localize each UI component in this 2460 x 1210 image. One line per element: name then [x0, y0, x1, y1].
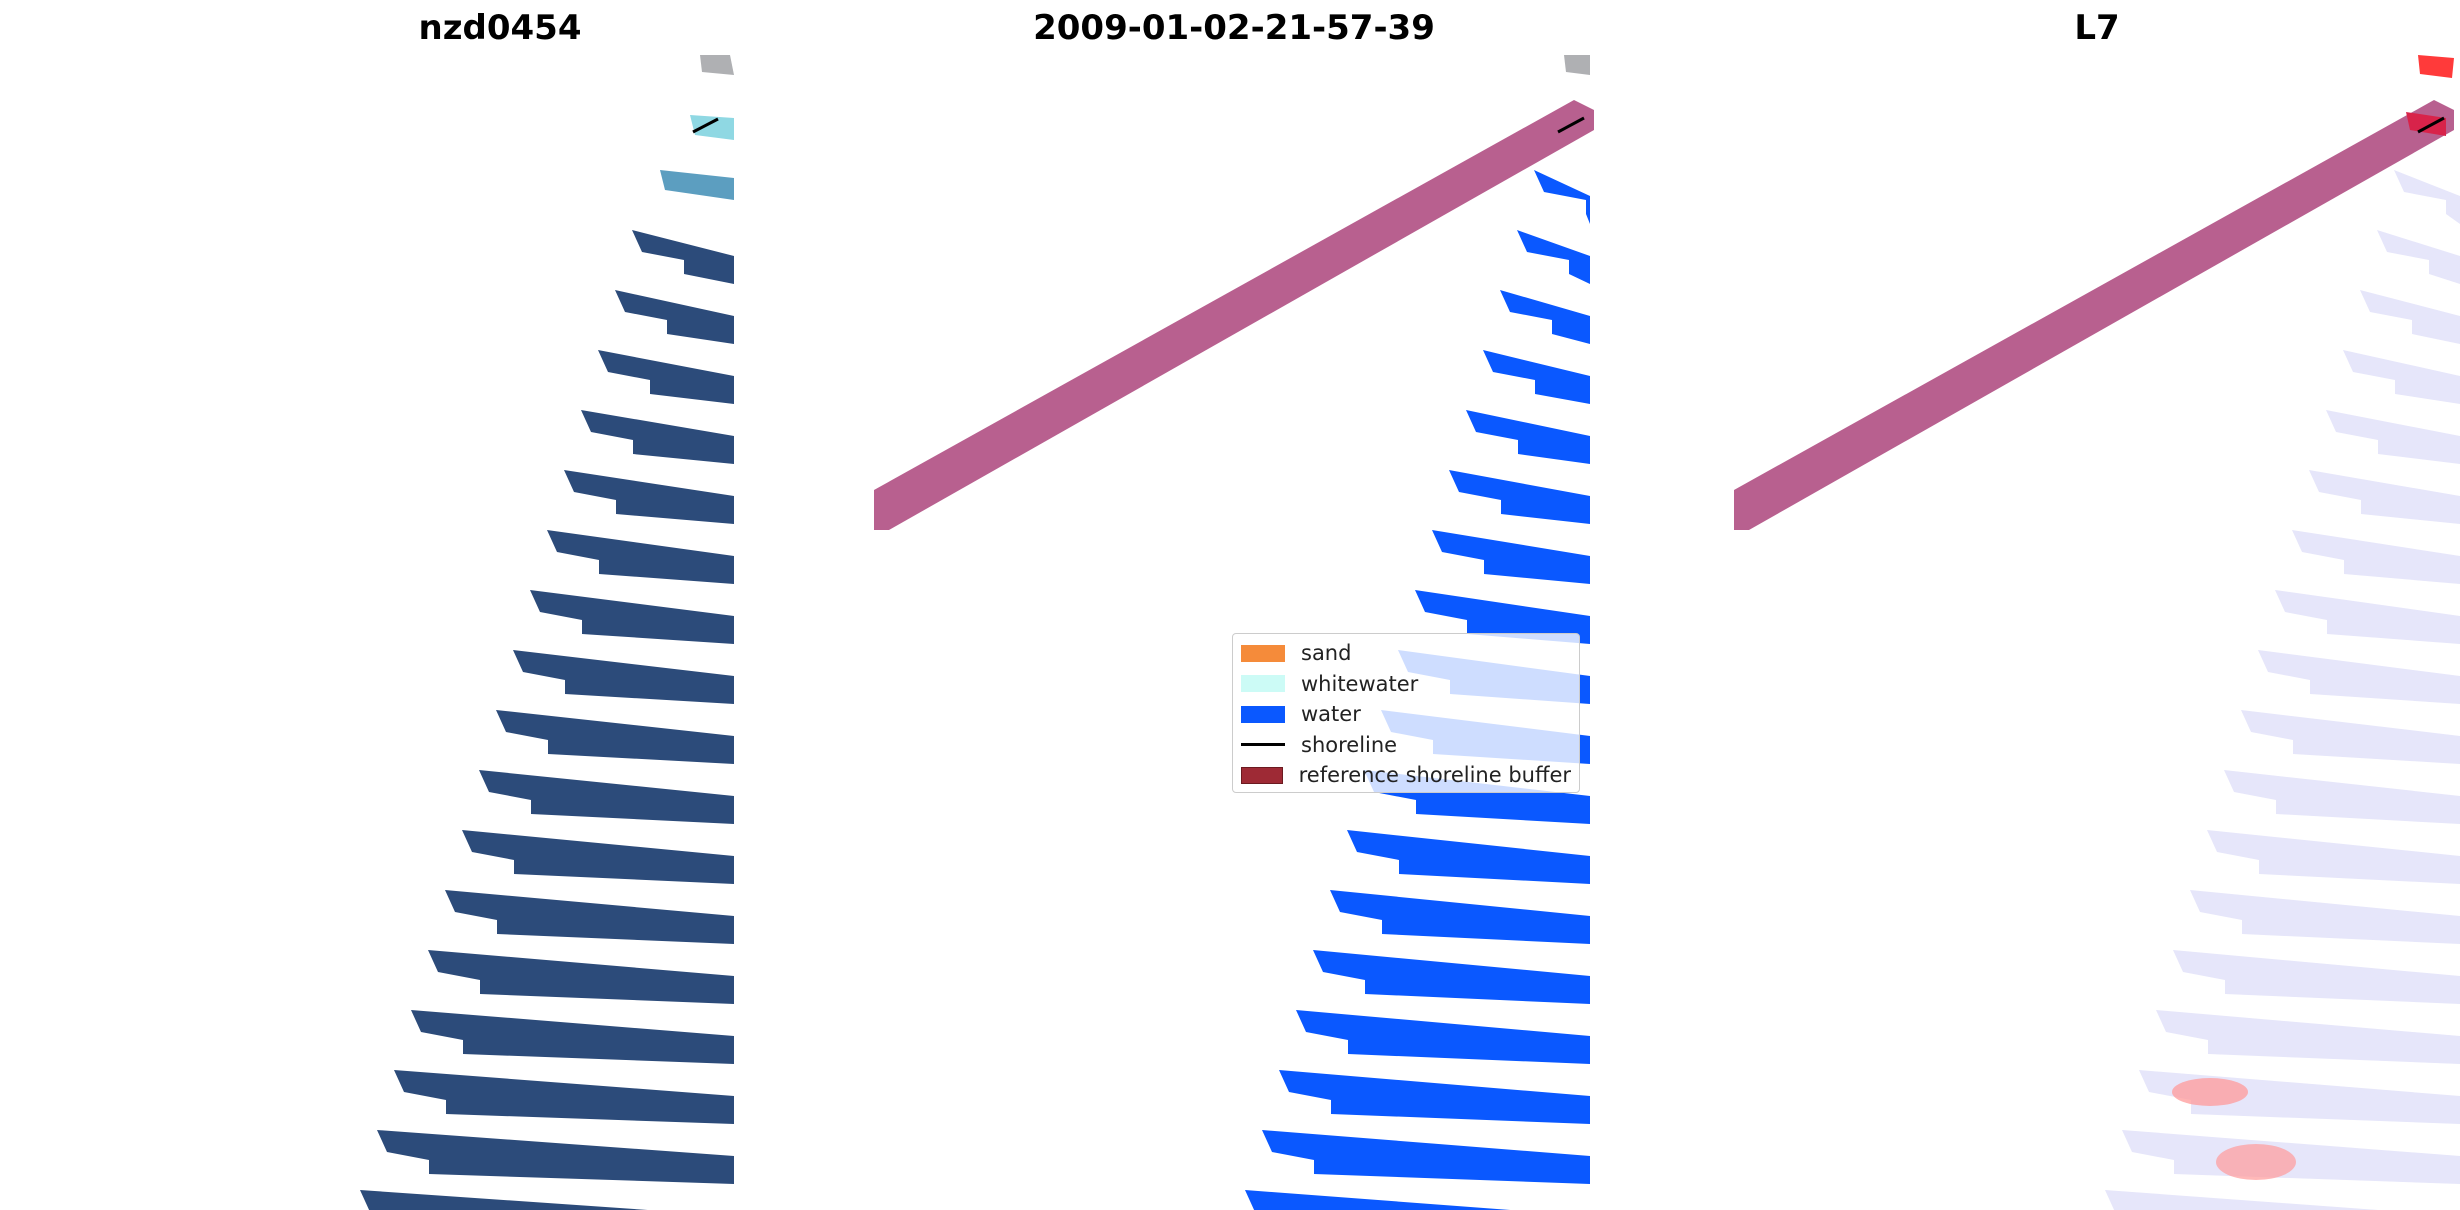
rgb-top-patch: [700, 55, 734, 75]
mndwi-strips: [2105, 170, 2460, 1210]
image-strip: [2343, 350, 2460, 404]
mndwi-red-blob: [2172, 1078, 2248, 1106]
legend-label: shoreline: [1301, 732, 1398, 757]
image-strip: [581, 410, 734, 464]
panel-title: 2009-01-02-21-57-39: [1033, 8, 1435, 48]
image-strip: [1534, 170, 1590, 224]
image-strip: [530, 590, 734, 644]
legend: sand whitewater water shoreline referenc…: [1232, 633, 1580, 793]
rgb-whitewater-patch: [690, 115, 734, 140]
legend-label: water: [1301, 702, 1361, 727]
mndwi-red-corner: [2406, 112, 2446, 136]
image-strip: [1296, 1010, 1590, 1064]
image-strip: [513, 650, 734, 704]
image-strip: [1483, 350, 1590, 404]
mndwi-image: [1734, 55, 2460, 1210]
image-strip: [2275, 590, 2460, 644]
shoreline-swatch: [1241, 743, 1285, 747]
mndwi-red-blob: [2216, 1144, 2296, 1180]
rgb-strips: [360, 230, 734, 1210]
image-strip: [1415, 590, 1590, 644]
image-strip: [1313, 950, 1590, 1004]
whitewater-swatch: [1241, 675, 1285, 693]
legend-item-whitewater: whitewater: [1241, 669, 1571, 700]
image-strip: [2156, 1010, 2460, 1064]
image-strip: [2258, 650, 2460, 704]
classified-top-patch: [1564, 55, 1590, 75]
mndwi-red-top: [2418, 55, 2454, 78]
image-strip: [632, 230, 734, 284]
rgb-image: [360, 55, 734, 1210]
image-strip: [1466, 410, 1590, 464]
image-strip: [1262, 1130, 1590, 1184]
image-strip: [445, 890, 734, 944]
image-strip: [2190, 890, 2460, 944]
image-strip: [462, 830, 734, 884]
legend-item-water: water: [1241, 699, 1571, 730]
reference-shoreline-buffer: [874, 100, 1594, 530]
image-strip: [1449, 470, 1590, 524]
image-strip: [1517, 230, 1590, 284]
mndwi-shoreline: [2417, 116, 2445, 134]
classified-shoreline: [1557, 116, 1585, 134]
image-strip: [377, 1130, 734, 1184]
water-swatch: [1241, 705, 1285, 723]
legend-label: reference shoreline buffer: [1298, 763, 1571, 788]
image-strip: [2224, 770, 2460, 824]
image-strip: [547, 530, 734, 584]
image-strip: [2241, 710, 2460, 764]
image-strip: [2377, 230, 2460, 284]
image-strip: [411, 1010, 734, 1064]
image-strip: [564, 470, 734, 524]
mndwi-buffer: [1734, 100, 2454, 530]
image-strip: [2292, 530, 2460, 584]
sand-swatch: [1241, 644, 1285, 662]
image-strip: [1432, 530, 1590, 584]
panel-title: L7: [2074, 8, 2120, 48]
image-strip: [2309, 470, 2460, 524]
legend-item-sand: sand: [1241, 638, 1571, 669]
panel-title: nzd0454: [418, 8, 582, 48]
image-strip: [496, 710, 734, 764]
image-strip: [1347, 830, 1590, 884]
image-strip: [1245, 1190, 1511, 1210]
image-strip: [2173, 950, 2460, 1004]
rgb-shoreline: [692, 117, 719, 134]
buffer-swatch: [1241, 766, 1283, 784]
panel-rgb: nzd0454: [240, 0, 760, 1210]
image-strip: [1330, 890, 1590, 944]
legend-label: whitewater: [1301, 671, 1419, 696]
image-strip: [615, 290, 734, 344]
image-strip: [1500, 290, 1590, 344]
classified-image: [874, 55, 1594, 1210]
image-strip: [2207, 830, 2460, 884]
image-strip: [2394, 170, 2460, 224]
legend-item-shoreline: shoreline: [1241, 730, 1571, 761]
panel-mndwi: L7: [1734, 0, 2460, 1210]
image-strip: [2360, 290, 2460, 344]
image-strip: [598, 350, 734, 404]
panel-classified: 2009-01-02-21-57-39: [874, 0, 1594, 1210]
image-strip: [360, 1190, 648, 1210]
image-strip: [2326, 410, 2460, 464]
image-strip: [2105, 1190, 2379, 1210]
legend-item-buffer: reference shoreline buffer: [1241, 760, 1571, 791]
image-strip: [479, 770, 734, 824]
legend-label: sand: [1301, 641, 1352, 666]
rgb-surf-patch: [660, 170, 734, 200]
image-strip: [428, 950, 734, 1004]
image-strip: [394, 1070, 734, 1124]
image-strip: [1279, 1070, 1590, 1124]
